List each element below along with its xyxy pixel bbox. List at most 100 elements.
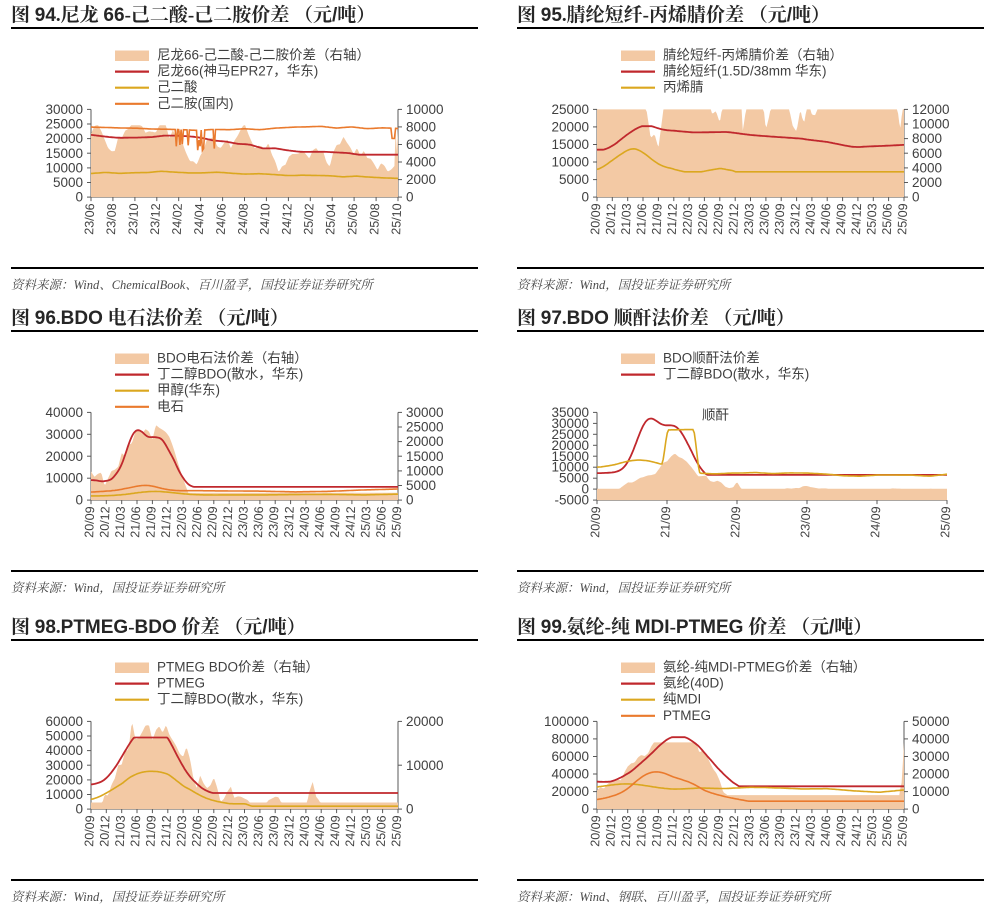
svg-text:23/08: 23/08 — [104, 203, 119, 235]
svg-text:氨纶(40D): 氨纶(40D) — [663, 675, 724, 690]
svg-text:24/09: 24/09 — [328, 815, 343, 847]
svg-text:22/03: 22/03 — [680, 203, 695, 235]
svg-text:6000: 6000 — [406, 137, 436, 152]
svg-text:100000: 100000 — [544, 713, 589, 728]
svg-text:8000: 8000 — [912, 131, 942, 146]
svg-text:21/06: 21/06 — [128, 506, 143, 538]
svg-text:24/04: 24/04 — [192, 203, 207, 235]
svg-text:10000: 10000 — [406, 101, 444, 116]
svg-text:25/09: 25/09 — [389, 506, 404, 538]
svg-text:23/06: 23/06 — [82, 203, 97, 235]
svg-text:0: 0 — [912, 189, 920, 204]
svg-text:40000: 40000 — [45, 404, 83, 419]
svg-text:22/09: 22/09 — [205, 815, 220, 847]
svg-text:24/06: 24/06 — [818, 203, 833, 235]
svg-text:25/03: 25/03 — [864, 203, 879, 235]
svg-text:22/06: 22/06 — [190, 815, 205, 847]
svg-text:23/03: 23/03 — [236, 506, 251, 538]
svg-text:24/09: 24/09 — [868, 506, 883, 538]
svg-text:25/06: 25/06 — [880, 815, 895, 847]
svg-text:尼龙66(神马EPR27，华东): 尼龙66(神马EPR27，华东) — [157, 63, 318, 78]
svg-text:10000: 10000 — [912, 784, 950, 799]
svg-text:BDO电石法价差（右轴）: BDO电石法价差（右轴） — [157, 350, 308, 365]
svg-text:21/09: 21/09 — [144, 815, 159, 847]
svg-text:25/03: 25/03 — [358, 506, 373, 538]
svg-text:20/09: 20/09 — [588, 203, 603, 235]
svg-text:20000: 20000 — [912, 766, 950, 781]
svg-text:23/09: 23/09 — [772, 815, 787, 847]
svg-text:12000: 12000 — [912, 101, 950, 116]
svg-text:23/06: 23/06 — [757, 203, 772, 235]
svg-text:60000: 60000 — [45, 713, 83, 728]
svg-text:23/03: 23/03 — [742, 815, 757, 847]
svg-text:25/09: 25/09 — [938, 506, 953, 538]
svg-text:22/12: 22/12 — [726, 815, 741, 847]
svg-text:24/12: 24/12 — [343, 506, 358, 538]
svg-text:10000: 10000 — [406, 757, 444, 772]
svg-text:24/12: 24/12 — [280, 203, 295, 235]
svg-text:20/09: 20/09 — [82, 506, 97, 538]
svg-text:21/12: 21/12 — [159, 506, 174, 538]
svg-text:30000: 30000 — [45, 101, 83, 116]
svg-text:22/09: 22/09 — [728, 506, 743, 538]
svg-text:24/03: 24/03 — [803, 815, 818, 847]
svg-text:10000: 10000 — [912, 116, 950, 131]
svg-text:纯MDI: 纯MDI — [663, 691, 701, 706]
svg-text:50000: 50000 — [912, 713, 950, 728]
svg-text:21/12: 21/12 — [159, 815, 174, 847]
svg-text:15000: 15000 — [406, 448, 444, 463]
svg-text:10000: 10000 — [551, 154, 589, 169]
svg-text:25/06: 25/06 — [880, 203, 895, 235]
svg-text:21/03: 21/03 — [619, 815, 634, 847]
svg-text:22/06: 22/06 — [696, 815, 711, 847]
svg-text:23/12: 23/12 — [148, 203, 163, 235]
svg-text:20000: 20000 — [45, 772, 83, 787]
svg-text:24/12: 24/12 — [343, 815, 358, 847]
svg-text:0: 0 — [912, 801, 920, 816]
svg-text:丁二醇BDO(散水，华东): 丁二醇BDO(散水，华东) — [157, 365, 303, 381]
svg-text:5000: 5000 — [53, 175, 83, 190]
svg-text:30000: 30000 — [45, 757, 83, 772]
svg-text:20000: 20000 — [551, 784, 589, 799]
svg-text:23/12: 23/12 — [282, 815, 297, 847]
svg-text:23/12: 23/12 — [282, 506, 297, 538]
svg-text:氨纶-纯MDI-PTMEG价差（右轴）: 氨纶-纯MDI-PTMEG价差（右轴） — [663, 659, 866, 674]
svg-text:4000: 4000 — [912, 160, 942, 175]
svg-text:21/09: 21/09 — [650, 203, 665, 235]
svg-text:0: 0 — [406, 801, 414, 816]
svg-text:50000: 50000 — [45, 728, 83, 743]
svg-text:PTMEG: PTMEG — [157, 675, 205, 690]
svg-text:25/06: 25/06 — [345, 203, 360, 235]
svg-text:23/06: 23/06 — [251, 815, 266, 847]
svg-text:21/12: 21/12 — [665, 203, 680, 235]
svg-text:0: 0 — [75, 492, 83, 507]
svg-text:24/09: 24/09 — [328, 506, 343, 538]
svg-text:20/09: 20/09 — [588, 506, 603, 538]
svg-text:20/09: 20/09 — [82, 815, 97, 847]
svg-text:2000: 2000 — [912, 175, 942, 190]
svg-text:10000: 10000 — [45, 787, 83, 802]
svg-text:21/09: 21/09 — [144, 506, 159, 538]
svg-text:21/12: 21/12 — [665, 815, 680, 847]
svg-text:25/09: 25/09 — [895, 815, 910, 847]
svg-text:10000: 10000 — [45, 470, 83, 485]
svg-text:25000: 25000 — [45, 116, 83, 131]
svg-text:20000: 20000 — [551, 119, 589, 134]
svg-text:0: 0 — [581, 801, 589, 816]
svg-text:2000: 2000 — [406, 172, 436, 187]
svg-text:30000: 30000 — [406, 404, 444, 419]
svg-text:22/12: 22/12 — [220, 815, 235, 847]
svg-text:60000: 60000 — [551, 749, 589, 764]
svg-text:20/12: 20/12 — [603, 203, 618, 235]
svg-text:24/03: 24/03 — [803, 203, 818, 235]
svg-text:23/09: 23/09 — [772, 203, 787, 235]
svg-text:22/03: 22/03 — [174, 506, 189, 538]
svg-text:25/09: 25/09 — [895, 203, 910, 235]
svg-text:25/08: 25/08 — [367, 203, 382, 235]
svg-text:24/12: 24/12 — [849, 815, 864, 847]
svg-text:腈纶短纤(1.5D/38mm 华东): 腈纶短纤(1.5D/38mm 华东) — [663, 63, 827, 78]
svg-text:15000: 15000 — [551, 137, 589, 152]
svg-text:25/09: 25/09 — [389, 815, 404, 847]
svg-text:4000: 4000 — [406, 154, 436, 169]
svg-text:8000: 8000 — [406, 119, 436, 134]
